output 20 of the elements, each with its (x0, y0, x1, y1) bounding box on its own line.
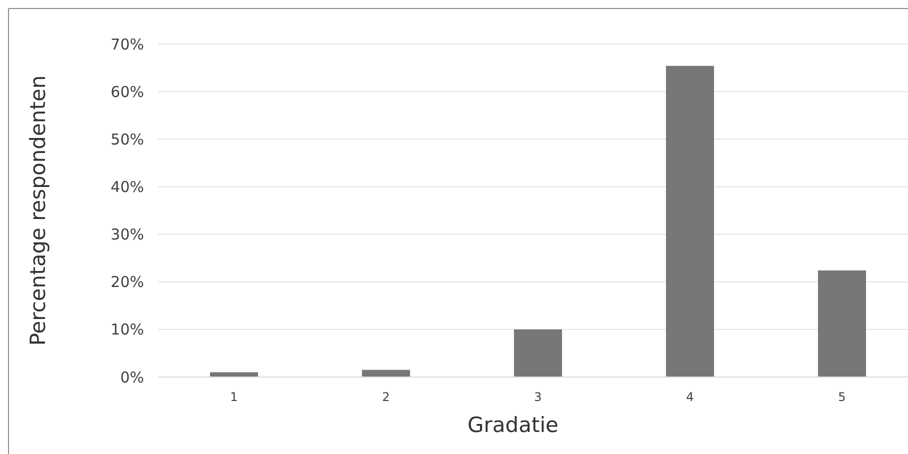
bar (818, 270, 866, 377)
bar (666, 66, 714, 377)
y-tick-label: 30% (110, 226, 144, 244)
y-tick-label: 20% (110, 273, 144, 292)
y-tick-label: 10% (110, 320, 144, 339)
y-tick-label: 60% (110, 82, 144, 101)
x-tick-label: 4 (686, 390, 694, 404)
x-tick-label: 3 (534, 390, 542, 404)
x-axis-title: Gradatie (468, 413, 558, 437)
y-tick-label: 0% (120, 368, 144, 386)
bar (210, 372, 258, 377)
y-axis-title: Percentage respondenten (26, 75, 50, 346)
x-tick-label: 1 (230, 390, 238, 404)
bar (514, 329, 562, 377)
bar (362, 370, 410, 377)
x-tick-label: 5 (838, 390, 846, 404)
y-tick-label: 70% (110, 35, 144, 54)
y-tick-label: 40% (110, 178, 144, 196)
x-tick-label: 2 (382, 390, 390, 404)
y-tick-label: 50% (110, 130, 144, 148)
